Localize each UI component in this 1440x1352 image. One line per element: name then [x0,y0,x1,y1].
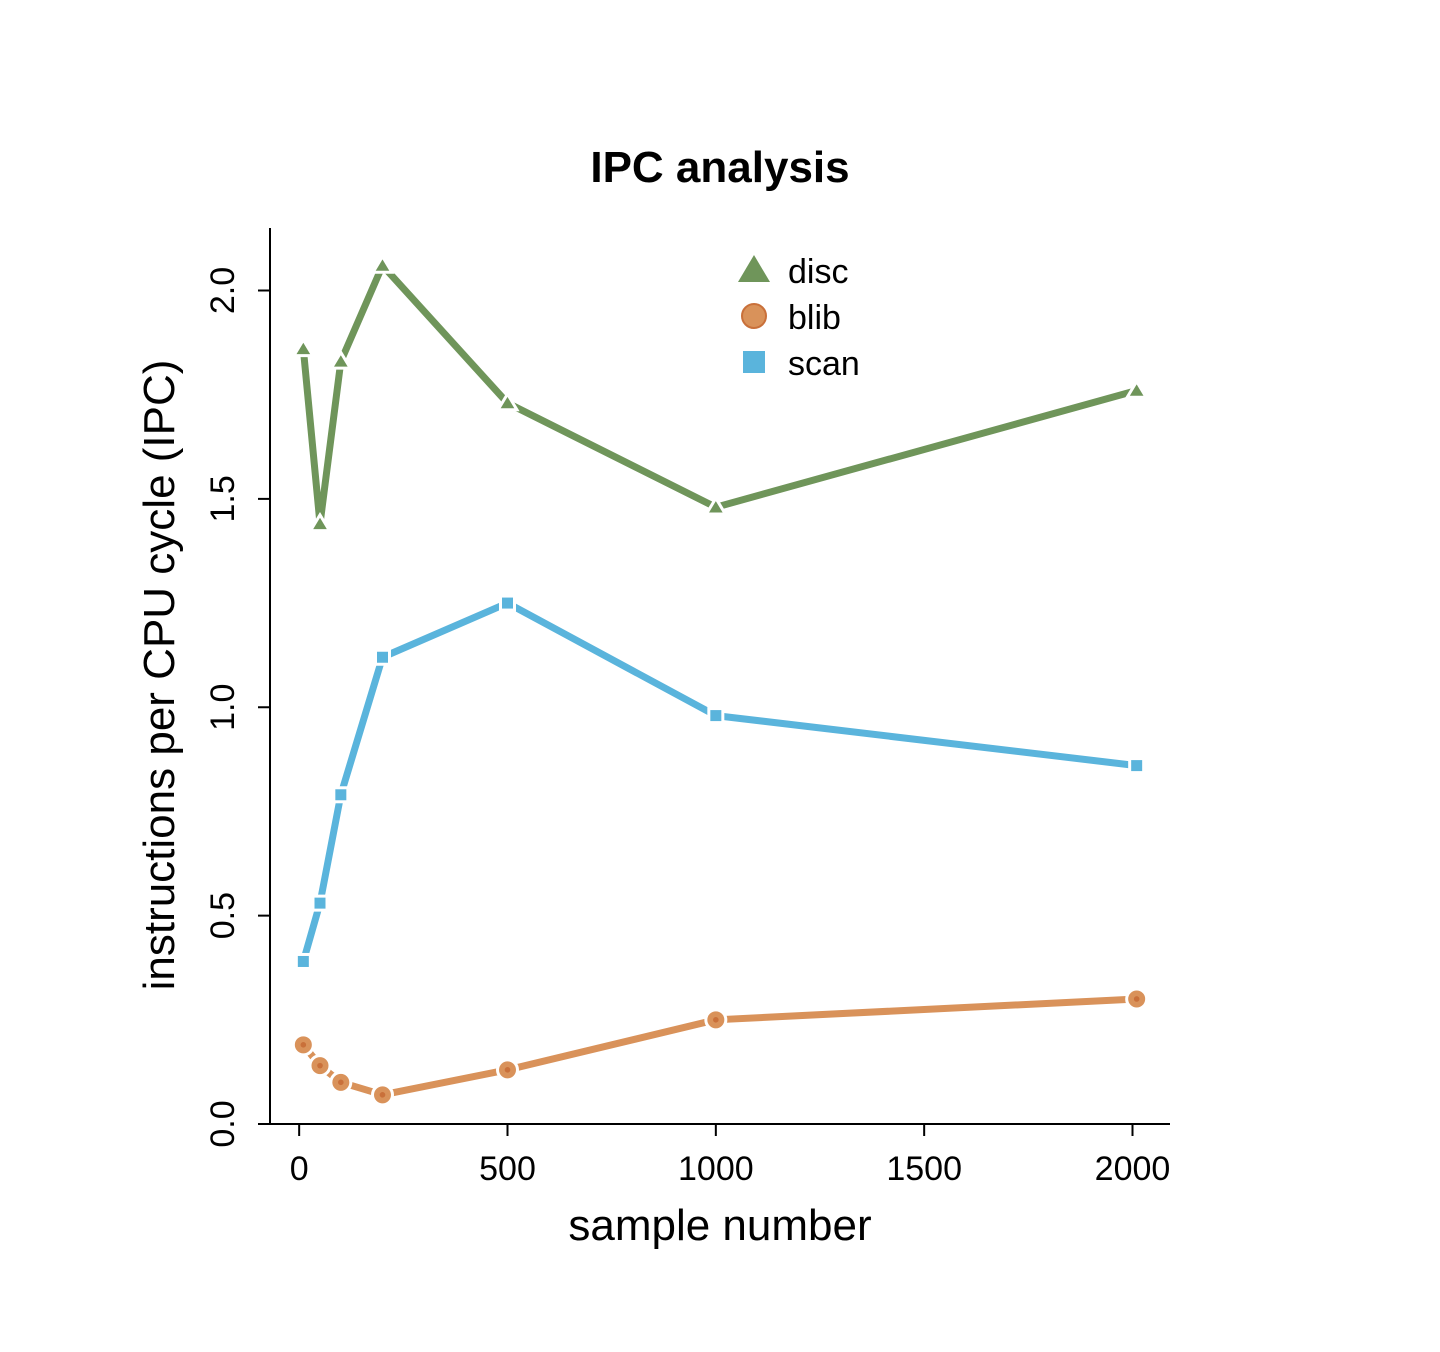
data-point-blib-center [379,1092,386,1098]
chart-title: IPC analysis [590,143,849,192]
data-point-disc [495,391,520,412]
y-tick-label: 2.0 [204,267,242,314]
series-scan [294,594,1146,970]
data-point-blib-center [713,1017,719,1023]
legend-marker-disc [738,255,770,282]
y-axis-label: instructions per CPU cycle (IPC) [135,360,184,991]
legend-marker-scan [743,351,765,373]
data-point-disc [328,349,353,370]
y-tick-label: 0.0 [204,1100,242,1147]
data-point-disc [1124,378,1149,399]
y-tick-label: 0.5 [204,892,242,939]
data-point-scan [1128,757,1146,775]
data-point-blib-center [1133,996,1140,1002]
data-point-disc [291,336,316,358]
data-point-disc [370,253,395,274]
series-disc [291,253,1149,533]
series-line-scan [299,599,1141,965]
x-tick-label: 1000 [678,1150,754,1188]
data-point-scan [499,594,516,612]
legend-marker-blib [741,303,767,329]
data-point-blib-center [338,1079,344,1086]
y-tick-label: 1.0 [204,684,242,731]
data-point-scan [311,894,329,912]
legend-item-disc: disc [738,253,848,291]
data-point-scan [374,648,391,666]
data-point-blib-center [300,1042,307,1048]
x-tick-label: 1500 [886,1150,962,1188]
data-point-scan [332,786,350,804]
legend-item-scan: scan [743,345,860,383]
series-halo-scan [296,596,1144,969]
axes: 0 500 1000 1500 2000 0.0 0.5 1.0 1.5 2.0 [204,228,1170,1188]
legend-label-blib: blib [788,299,841,337]
data-point-scan [707,707,725,725]
legend: disc blib scan [738,253,860,383]
x-tick-label: 500 [479,1150,536,1188]
legend-label-scan: scan [788,345,860,383]
x-tick-label: 2000 [1095,1150,1171,1188]
data-point-disc [703,495,728,516]
x-tick-label: 0 [290,1150,309,1188]
series-blib [291,987,1149,1107]
data-point-disc [307,511,333,533]
data-point-blib-center [504,1067,511,1073]
legend-item-blib: blib [741,299,841,337]
x-axis-label: sample number [568,1201,871,1250]
y-tick-label: 1.5 [204,475,242,522]
series-halo-disc [296,258,1144,531]
legend-label-disc: disc [788,253,848,291]
series-layer [291,253,1149,1107]
data-point-blib-center [317,1062,323,1069]
series-line-disc [299,262,1141,528]
data-point-scan [294,952,312,970]
